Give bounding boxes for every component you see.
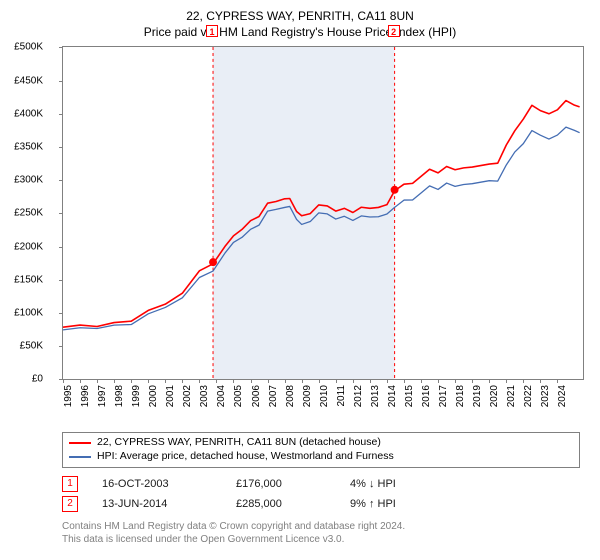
- chart-container: 22, CYPRESS WAY, PENRITH, CA11 8UN Price…: [0, 0, 600, 556]
- x-axis-label: 2007: [268, 385, 279, 407]
- x-axis-label: 1996: [80, 385, 91, 407]
- x-axis-label: 2000: [148, 385, 159, 407]
- x-axis-label: 2006: [251, 385, 262, 407]
- title-line2: Price paid vs. HM Land Registry's House …: [10, 24, 590, 40]
- x-axis-label: 2008: [285, 385, 296, 407]
- event-price: £176,000: [236, 478, 326, 490]
- y-axis-label: £400K: [14, 108, 43, 119]
- x-axis-label: 2023: [540, 385, 551, 407]
- plot-box: £0£50K£100K£150K£200K£250K£300K£350K£400…: [62, 46, 584, 380]
- x-axis-label: 2004: [216, 385, 227, 407]
- legend-item: HPI: Average price, detached house, West…: [69, 450, 573, 464]
- x-axis-label: 1998: [114, 385, 125, 407]
- event-delta: 4% ↓ HPI: [350, 478, 440, 490]
- x-axis-label: 2009: [302, 385, 313, 407]
- y-axis-label: £150K: [14, 274, 43, 285]
- x-axis-label: 2015: [404, 385, 415, 407]
- x-axis-label: 2003: [199, 385, 210, 407]
- x-axis-label: 1999: [131, 385, 142, 407]
- x-axis-label: 2019: [472, 385, 483, 407]
- legend: 22, CYPRESS WAY, PENRITH, CA11 8UN (deta…: [62, 432, 580, 467]
- x-axis-label: 1997: [97, 385, 108, 407]
- x-axis-label: 2016: [421, 385, 432, 407]
- chart-marker: 1: [206, 25, 218, 37]
- chart-marker: 2: [388, 25, 400, 37]
- x-axis-label: 2011: [336, 385, 347, 407]
- x-axis-label: 2022: [523, 385, 534, 407]
- y-axis-label: £350K: [14, 141, 43, 152]
- x-axis-label: 2017: [438, 385, 449, 407]
- y-axis-label: £0: [32, 374, 43, 385]
- chart-area: £0£50K£100K£150K£200K£250K£300K£350K£400…: [44, 46, 584, 426]
- x-axis-label: 2010: [319, 385, 330, 407]
- x-axis-label: 2018: [455, 385, 466, 407]
- y-axis-label: £200K: [14, 241, 43, 252]
- x-axis-label: 2012: [353, 385, 364, 407]
- title-block: 22, CYPRESS WAY, PENRITH, CA11 8UN Price…: [10, 8, 590, 40]
- legend-item: 22, CYPRESS WAY, PENRITH, CA11 8UN (deta…: [69, 436, 573, 450]
- chart-svg: [63, 47, 583, 379]
- event-date: 16-OCT-2003: [102, 478, 212, 490]
- event-marker: 1: [62, 476, 78, 492]
- event-row: 2 13-JUN-2014 £285,000 9% ↑ HPI: [62, 496, 580, 512]
- event-date: 13-JUN-2014: [102, 498, 212, 510]
- legend-swatch: [69, 442, 91, 444]
- x-axis-label: 2005: [233, 385, 244, 407]
- footer-note: Contains HM Land Registry data © Crown c…: [62, 520, 580, 546]
- x-axis-label: 2013: [370, 385, 381, 407]
- footer-line1: Contains HM Land Registry data © Crown c…: [62, 520, 580, 533]
- event-delta: 9% ↑ HPI: [350, 498, 440, 510]
- y-axis-label: £300K: [14, 175, 43, 186]
- legend-swatch: [69, 456, 91, 458]
- event-row: 1 16-OCT-2003 £176,000 4% ↓ HPI: [62, 476, 580, 492]
- x-axis-label: 2001: [165, 385, 176, 407]
- y-axis-label: £250K: [14, 208, 43, 219]
- y-axis-label: £50K: [20, 341, 43, 352]
- x-axis-label: 1995: [63, 385, 74, 407]
- legend-label: 22, CYPRESS WAY, PENRITH, CA11 8UN (deta…: [97, 436, 381, 450]
- x-axis-label: 2020: [489, 385, 500, 407]
- x-axis-label: 2024: [557, 385, 568, 407]
- event-price: £285,000: [236, 498, 326, 510]
- x-axis-label: 2021: [506, 385, 517, 407]
- title-line1: 22, CYPRESS WAY, PENRITH, CA11 8UN: [10, 8, 590, 24]
- x-axis-label: 2002: [182, 385, 193, 407]
- legend-label: HPI: Average price, detached house, West…: [97, 450, 394, 464]
- footer-line2: This data is licensed under the Open Gov…: [62, 533, 580, 546]
- event-marker: 2: [62, 496, 78, 512]
- events-block: 1 16-OCT-2003 £176,000 4% ↓ HPI 2 13-JUN…: [62, 476, 580, 512]
- y-axis-label: £100K: [14, 307, 43, 318]
- x-axis-label: 2014: [387, 385, 398, 407]
- y-axis-label: £450K: [14, 75, 43, 86]
- y-axis-label: £500K: [14, 42, 43, 53]
